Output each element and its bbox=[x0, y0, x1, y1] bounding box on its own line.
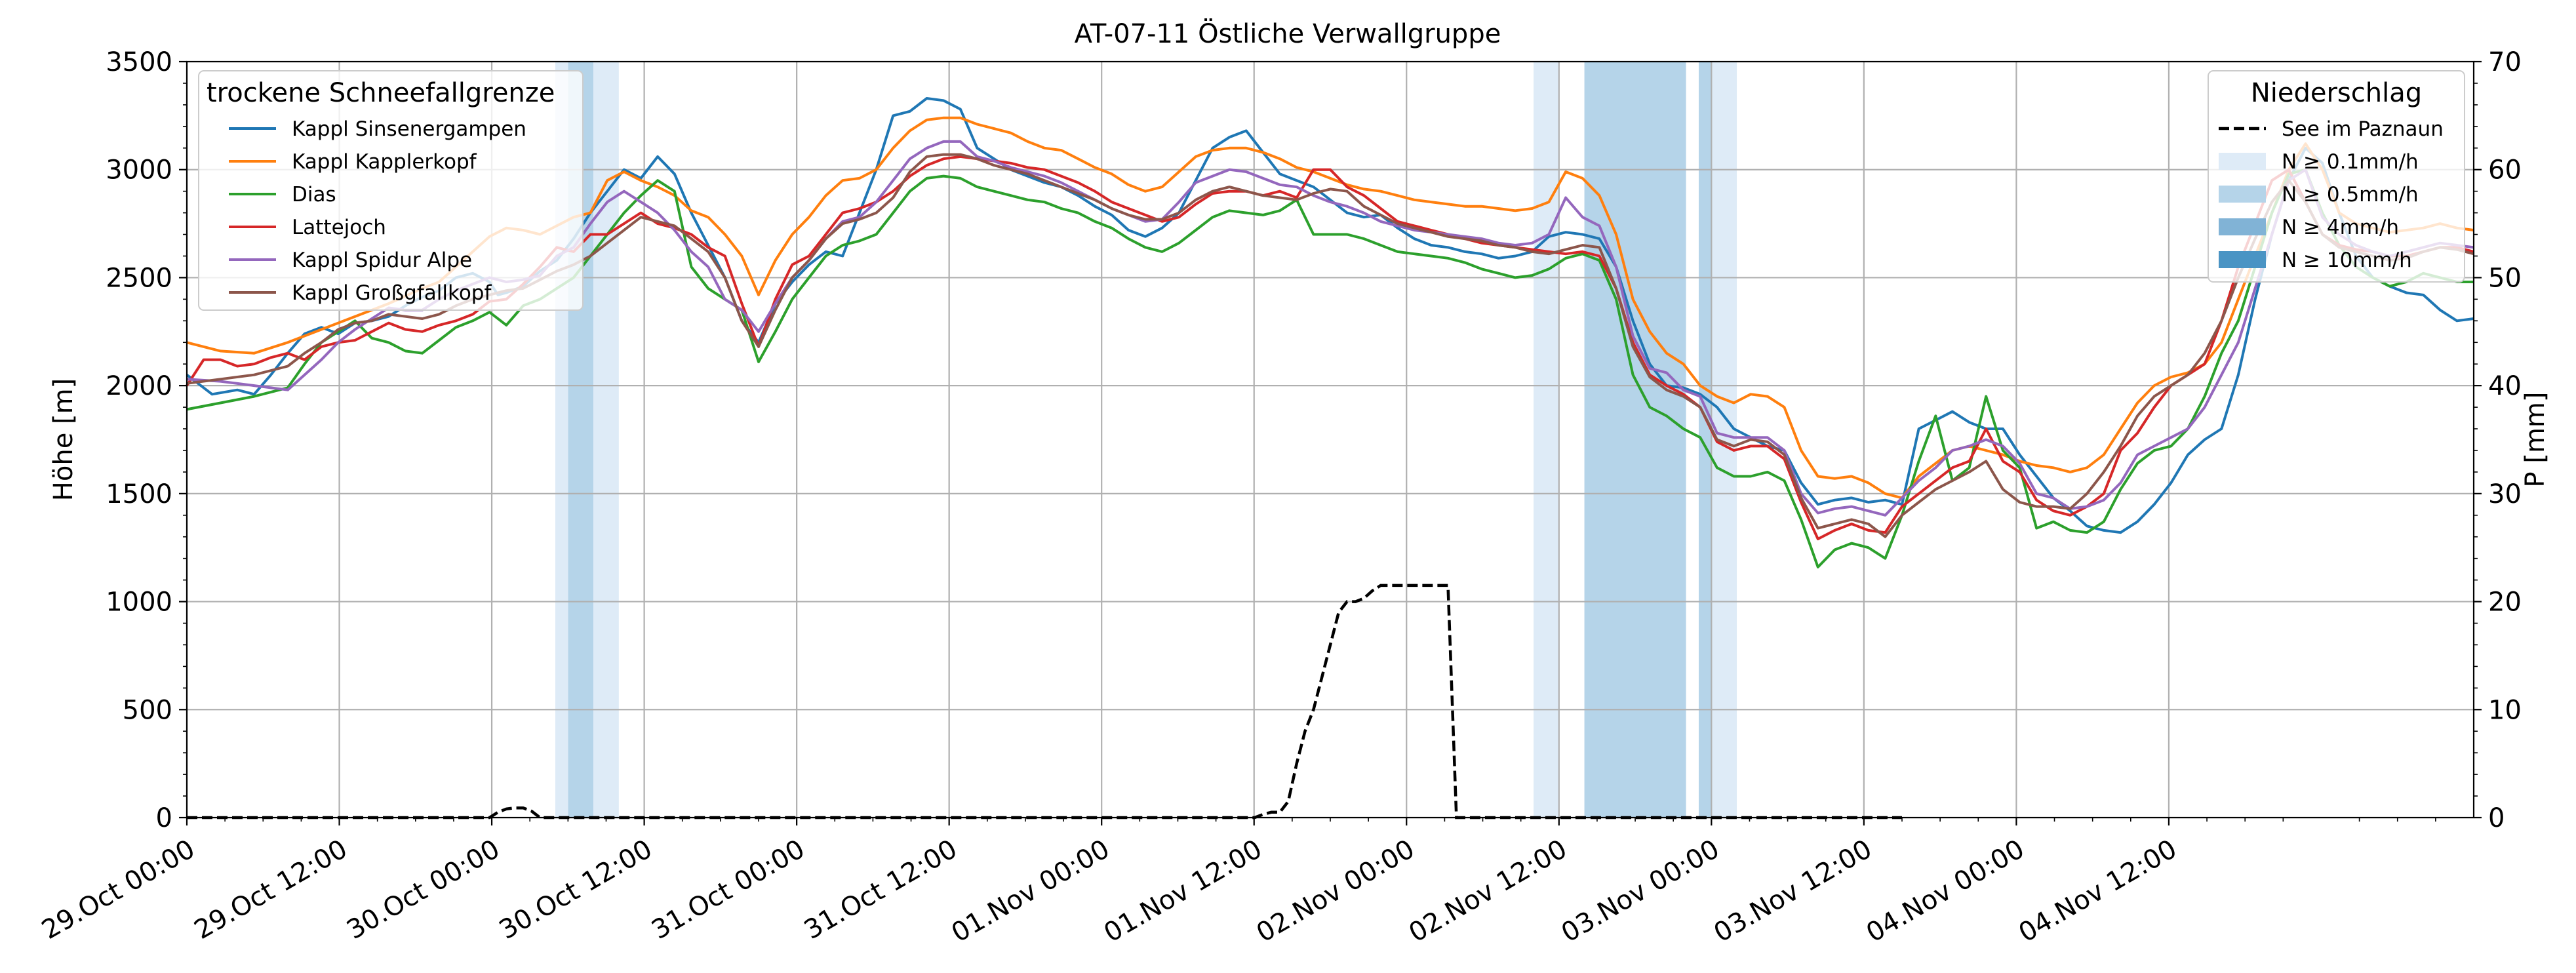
series-line-5 bbox=[186, 153, 2474, 538]
legend-precip-swatch-4 bbox=[2219, 251, 2266, 268]
x-tick-label: 04.Nov 12:00 bbox=[2013, 834, 2182, 949]
legend-snow-label-4: Kappl Spidur Alpe bbox=[292, 248, 472, 272]
y-tick-label: 1500 bbox=[106, 479, 172, 509]
precip-bands bbox=[555, 62, 1737, 818]
series-line-4 bbox=[186, 140, 2474, 517]
x-tick-label: 02.Nov 00:00 bbox=[1252, 834, 1420, 949]
x-tick-label: 02.Nov 12:00 bbox=[1404, 834, 1572, 949]
precip-line bbox=[187, 584, 1902, 820]
y-tick-label: 2500 bbox=[106, 263, 172, 293]
legend-precip-box bbox=[2208, 70, 2465, 283]
y-tick-label: 3500 bbox=[106, 47, 172, 77]
y-tick-label: 2000 bbox=[106, 371, 172, 401]
y2-tick-label: 10 bbox=[2488, 695, 2522, 725]
x-tick-label: 03.Nov 00:00 bbox=[1556, 834, 1725, 949]
legend-snow: trockene Schneefallgrenze Kappl Sinsenerg… bbox=[198, 70, 584, 311]
x-tick-label: 31.Oct 12:00 bbox=[799, 834, 962, 945]
x-tick-label: 30.Oct 12:00 bbox=[494, 834, 658, 945]
legend-precip-label-4: N ≥ 10mm/h bbox=[2282, 248, 2412, 272]
legend-snow-label-3: Lattejoch bbox=[292, 216, 386, 239]
legend-snow-box bbox=[198, 70, 584, 311]
x-tick-label: 29.Oct 12:00 bbox=[189, 834, 353, 945]
y-tick-label: 0 bbox=[156, 803, 172, 833]
x-tick-label: 01.Nov 00:00 bbox=[947, 834, 1115, 949]
legend-snow-title: trockene Schneefallgrenze bbox=[207, 78, 555, 108]
precip-band-2 bbox=[593, 62, 619, 818]
precip-band-4 bbox=[1584, 62, 1686, 818]
legend-precip-label-0: See im Paznaun bbox=[2282, 117, 2444, 141]
y2-tick-label: 40 bbox=[2488, 371, 2522, 401]
x-tick-label: 03.Nov 12:00 bbox=[1709, 834, 1877, 949]
precip-band-5 bbox=[1698, 62, 1712, 818]
legend-snow-label-1: Kappl Kapplerkopf bbox=[292, 150, 477, 174]
x-tick-label: 31.Oct 00:00 bbox=[646, 834, 810, 945]
y2-axis-label: P [mm] bbox=[2520, 392, 2550, 488]
y-tick-label: 3000 bbox=[106, 155, 172, 186]
x-tick-label: 04.Nov 00:00 bbox=[1861, 834, 2030, 949]
y2-tick-label: 0 bbox=[2488, 803, 2505, 833]
y2-tick-label: 70 bbox=[2488, 47, 2522, 77]
x-tick-label: 01.Nov 12:00 bbox=[1099, 834, 1267, 949]
precip-band-3 bbox=[1534, 62, 1559, 818]
legend-precip-title: Niederschlag bbox=[2251, 78, 2422, 108]
series-line-1 bbox=[186, 116, 2474, 500]
legend-precip: Niederschlag See im Paznaun N ≥ 0.1mm/h N ≥… bbox=[2208, 70, 2465, 283]
legend-precip-swatch-1 bbox=[2219, 153, 2266, 170]
x-tick-label: 30.Oct 00:00 bbox=[342, 834, 505, 945]
y-tick-label: 500 bbox=[123, 695, 172, 725]
y-axis-label: Höhe [m] bbox=[49, 378, 79, 501]
legend-precip-label-2: N ≥ 0.5mm/h bbox=[2282, 183, 2419, 207]
y2-tick-label: 60 bbox=[2488, 155, 2522, 186]
legend-precip-label-3: N ≥ 4mm/h bbox=[2282, 216, 2399, 239]
legend-precip-swatch-3 bbox=[2219, 218, 2266, 235]
chart-title: AT-07-11 Östliche Verwallgruppe bbox=[1075, 18, 1501, 49]
y2-tick-label: 20 bbox=[2488, 587, 2522, 618]
series-line-2 bbox=[186, 168, 2474, 568]
x-tick-label: 29.Oct 00:00 bbox=[37, 834, 200, 945]
legend-snow-label-2: Dias bbox=[292, 183, 336, 207]
legend-snow-label-5: Kappl Großgfallkopf bbox=[292, 281, 492, 305]
legend-precip-swatch-2 bbox=[2219, 186, 2266, 203]
y2-tick-label: 30 bbox=[2488, 479, 2522, 509]
y-tick-label: 1000 bbox=[106, 587, 172, 618]
legend-snow-label-0: Kappl Sinsenergampen bbox=[292, 117, 526, 141]
precip-line-layer bbox=[187, 584, 1902, 820]
y2-tick-label: 50 bbox=[2488, 263, 2522, 293]
legend-precip-label-1: N ≥ 0.1mm/h bbox=[2282, 150, 2419, 174]
